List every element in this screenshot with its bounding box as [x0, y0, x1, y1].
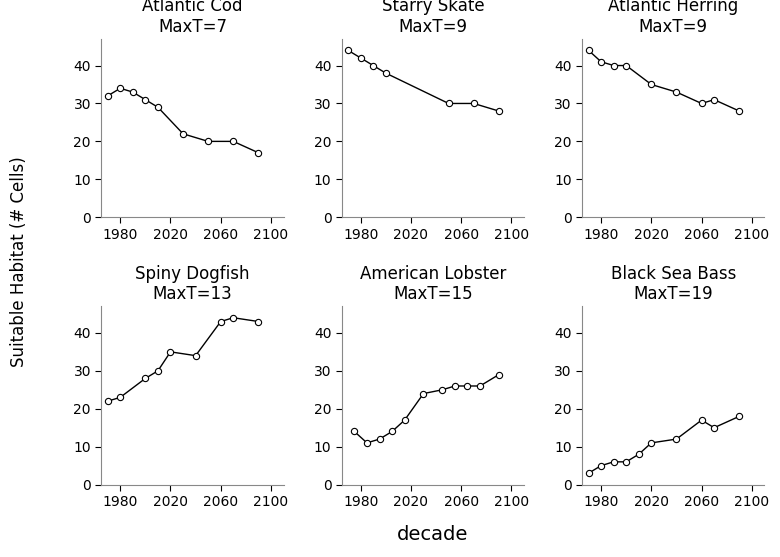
Title: Black Sea Bass
MaxT=19: Black Sea Bass MaxT=19 — [611, 265, 736, 304]
Title: Starry Skate
MaxT=9: Starry Skate MaxT=9 — [381, 0, 484, 36]
Title: Atlantic Herring
MaxT=9: Atlantic Herring MaxT=9 — [608, 0, 739, 36]
Title: Atlantic Cod
MaxT=7: Atlantic Cod MaxT=7 — [142, 0, 243, 36]
Text: decade: decade — [397, 525, 469, 544]
Title: American Lobster
MaxT=15: American Lobster MaxT=15 — [360, 265, 506, 304]
Title: Spiny Dogfish
MaxT=13: Spiny Dogfish MaxT=13 — [135, 265, 250, 304]
Text: Suitable Habitat (# Cells): Suitable Habitat (# Cells) — [10, 157, 29, 367]
